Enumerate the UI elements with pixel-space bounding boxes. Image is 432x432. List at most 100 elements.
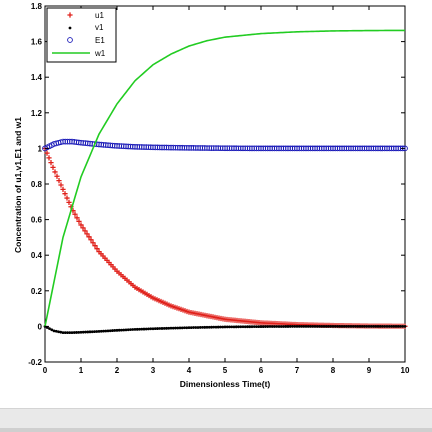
- data-point-v1: [279, 325, 283, 328]
- x-tick-label: 4: [187, 366, 192, 375]
- legend-marker-e1: [67, 37, 73, 43]
- data-point-e1: [399, 145, 406, 152]
- data-point-u1: [90, 240, 96, 246]
- data-point-v1: [59, 330, 63, 334]
- data-point-v1: [68, 331, 72, 335]
- data-point-v1: [50, 328, 54, 332]
- data-point-v1: [169, 326, 173, 330]
- data-point-v1: [72, 331, 76, 334]
- data-point-v1: [230, 325, 234, 329]
- data-point-v1: [399, 325, 402, 328]
- data-point-v1: [246, 325, 249, 329]
- legend: u1 v1 E1 w1: [46, 7, 117, 63]
- data-point-v1: [106, 329, 110, 333]
- data-point-u1: [60, 186, 66, 192]
- data-point-u1: [46, 155, 52, 161]
- data-point-v1: [293, 325, 297, 328]
- legend-label-w1: w1: [94, 49, 106, 58]
- data-point-v1: [311, 325, 315, 328]
- data-point-u1: [94, 246, 100, 252]
- data-point-v1: [108, 329, 112, 333]
- data-point-v1: [392, 325, 396, 328]
- data-point-v1: [356, 325, 360, 328]
- data-point-v1: [284, 325, 288, 328]
- data-point-v1: [270, 325, 274, 328]
- data-point-v1: [336, 325, 339, 328]
- x-tick-label: 10: [401, 366, 410, 375]
- data-point-v1: [219, 325, 222, 329]
- data-point-v1: [327, 325, 330, 328]
- data-point-v1: [228, 325, 231, 329]
- data-point-v1: [342, 325, 346, 328]
- data-point-v1: [261, 325, 265, 328]
- data-point-v1: [309, 325, 312, 328]
- data-point-v1: [390, 325, 393, 328]
- data-point-v1: [84, 330, 87, 334]
- data-point-u1: [56, 178, 62, 184]
- data-point-v1: [160, 327, 164, 330]
- data-point-v1: [295, 325, 299, 328]
- data-point-v1: [212, 325, 216, 329]
- data-point-u1: [58, 182, 64, 188]
- y-tick-label: 0.4: [31, 251, 43, 260]
- plot-area-frame: [44, 5, 406, 363]
- data-point-v1: [354, 325, 357, 328]
- data-point-v1: [394, 325, 398, 328]
- data-point-v1: [201, 325, 204, 329]
- data-point-v1: [194, 326, 198, 329]
- data-point-v1: [198, 326, 202, 329]
- data-point-v1: [167, 326, 171, 330]
- y-tick-label: -0.2: [28, 358, 42, 367]
- data-point-v1: [79, 330, 83, 334]
- data-point-v1: [329, 325, 333, 328]
- y-tick-label: 0.8: [31, 180, 43, 189]
- data-point-u1: [44, 150, 50, 156]
- data-point-v1: [243, 325, 247, 329]
- data-point-v1: [313, 325, 317, 328]
- data-point-v1: [178, 326, 182, 330]
- data-point-v1: [277, 325, 281, 328]
- data-point-v1: [333, 325, 337, 328]
- data-point-u1: [50, 164, 56, 170]
- data-point-v1: [365, 325, 369, 328]
- series-w1: [44, 29, 405, 327]
- data-point-v1: [221, 325, 225, 329]
- data-point-v1: [378, 325, 382, 328]
- data-point-v1: [203, 325, 207, 329]
- bottom-toolbar-strip: [0, 408, 432, 432]
- data-point-v1: [345, 325, 348, 328]
- data-point-v1: [331, 325, 335, 328]
- bottom-divider: [0, 428, 432, 432]
- data-point-v1: [239, 325, 243, 329]
- data-point-v1: [324, 325, 328, 328]
- data-point-v1: [102, 329, 105, 333]
- data-point-v1: [273, 325, 276, 328]
- data-point-v1: [61, 331, 65, 335]
- data-point-v1: [104, 329, 108, 333]
- axis-ticks: 0 1 2 3 4 5 6 7 8 9 10-0.200.20.40.60.811.21.41.61…: [28, 2, 410, 375]
- data-point-v1: [88, 330, 92, 334]
- data-point-v1: [149, 327, 153, 331]
- data-point-v1: [52, 329, 56, 333]
- data-point-v1: [126, 328, 130, 332]
- data-point-v1: [70, 331, 74, 335]
- data-point-v1: [48, 327, 51, 331]
- x-tick-label: 9: [367, 366, 372, 375]
- legend-box: [46, 7, 117, 63]
- data-point-v1: [340, 325, 344, 328]
- legend-label-v1: v1: [95, 23, 104, 32]
- data-point-v1: [250, 325, 254, 329]
- data-point-v1: [266, 325, 270, 328]
- data-point-v1: [129, 328, 132, 332]
- x-tick-label: 1: [79, 366, 84, 375]
- data-point-v1: [176, 326, 180, 330]
- data-point-v1: [282, 325, 285, 328]
- y-tick-label: 0.6: [31, 216, 43, 225]
- x-tick-label: 3: [151, 366, 156, 375]
- data-point-v1: [95, 330, 99, 333]
- x-axis-label: Dimensionless Time(t): [180, 379, 271, 389]
- data-point-v1: [151, 327, 155, 331]
- data-point-u1: [76, 218, 82, 224]
- data-point-v1: [291, 325, 294, 328]
- data-point-v1: [54, 329, 58, 333]
